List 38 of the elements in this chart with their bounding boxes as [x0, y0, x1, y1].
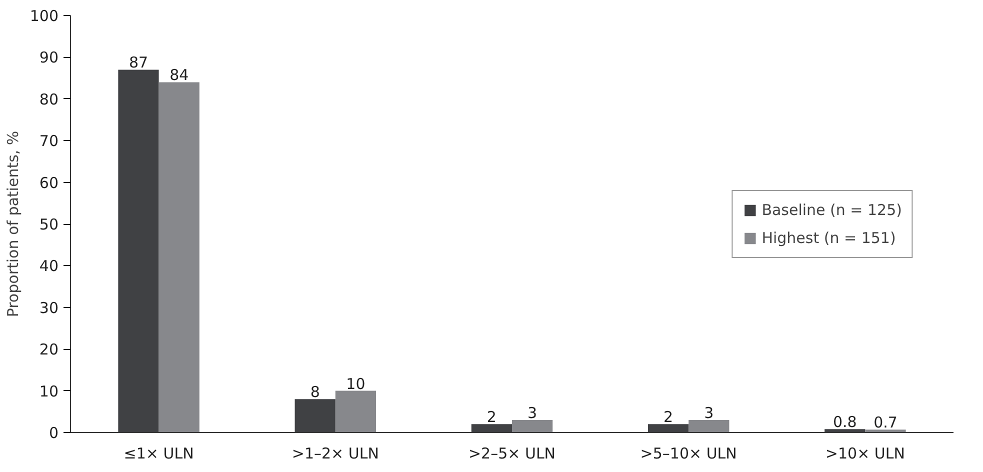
data-label: 3 [704, 404, 714, 422]
bar [158, 82, 200, 432]
y-tick-label: 100 [30, 7, 59, 25]
x-tick-label: >10× ULN [825, 444, 905, 462]
data-label: 8 [310, 383, 320, 402]
bar [118, 70, 159, 432]
data-label: 2 [486, 408, 496, 426]
y-tick-label: 10 [39, 382, 59, 400]
x-tick-label: >2–5× ULN [468, 444, 556, 462]
y-tick-label: 0 [48, 424, 59, 442]
x-tick-label: >1–2× ULN [292, 444, 379, 462]
y-tick-label: 60 [39, 174, 59, 192]
bar [471, 424, 512, 432]
bar [688, 420, 730, 432]
data-label: 0.8 [832, 413, 857, 432]
y-axis-title: Proportion of patients, % [4, 130, 22, 318]
x-tick-label: ≤1× ULN [124, 444, 194, 462]
bar [335, 390, 376, 432]
data-label: 3 [528, 404, 538, 422]
y-tick-label: 90 [39, 48, 59, 67]
x-tick-label: >5–10× ULN [640, 444, 737, 462]
y-tick-label: 20 [39, 340, 59, 359]
data-label: 0.7 [874, 414, 898, 432]
y-tick-label: 30 [39, 298, 59, 317]
data-label: 84 [170, 66, 189, 84]
y-tick-label: 40 [39, 257, 59, 276]
legend-label: Highest (n = 151) [762, 228, 896, 246]
bar [824, 429, 866, 432]
legend-label: Baseline (n = 125) [762, 200, 902, 218]
y-tick-label: 50 [39, 216, 59, 234]
data-label: 87 [128, 54, 148, 72]
bar [512, 420, 553, 432]
bar [294, 399, 336, 432]
data-label: 10 [346, 374, 366, 393]
data-label: 2 [664, 408, 674, 426]
bar [648, 424, 689, 432]
y-tick-label: 70 [39, 132, 59, 150]
y-tick-label: 80 [39, 90, 59, 108]
